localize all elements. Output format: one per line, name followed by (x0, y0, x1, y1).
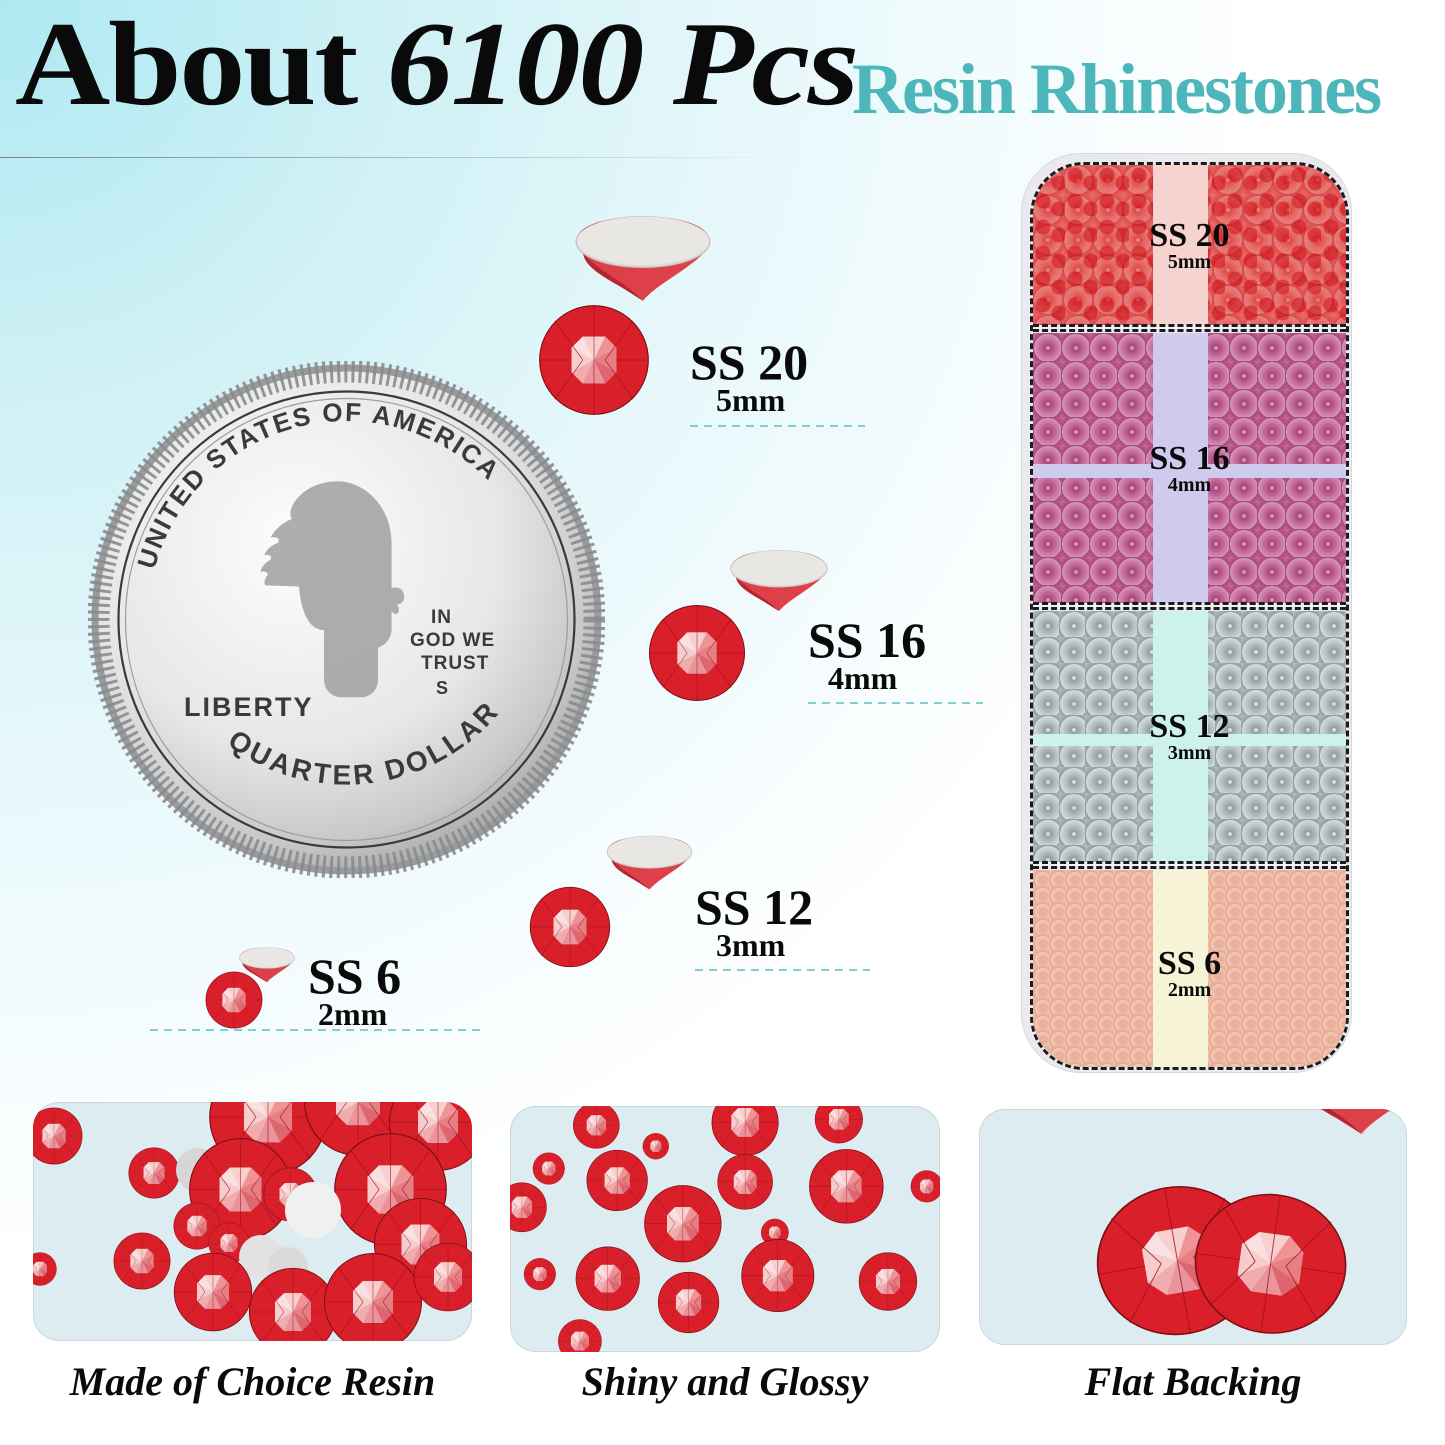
svg-text:S: S (436, 678, 448, 698)
svg-text:TRUST: TRUST (421, 653, 489, 674)
svg-text:LIBERTY: LIBERTY (184, 692, 314, 722)
svg-text:GOD WE: GOD WE (410, 630, 495, 651)
svg-text:IN: IN (431, 607, 452, 628)
